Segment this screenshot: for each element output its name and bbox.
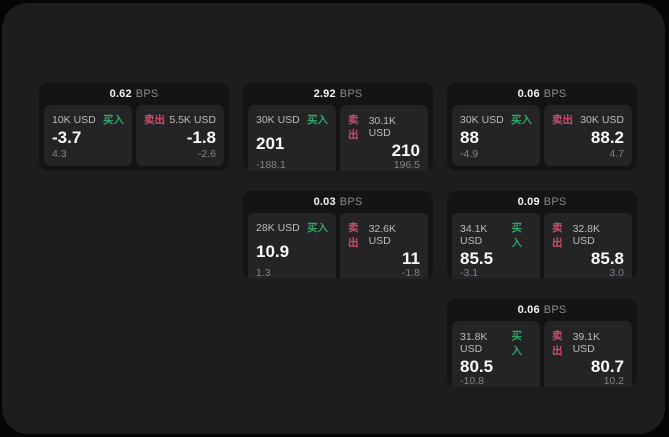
buy-side-label: 买入 (511, 330, 522, 357)
buy-size: 30K USD (460, 113, 504, 126)
buy-price: 85.5 (460, 249, 494, 268)
buy-panel[interactable]: 28K USD 买入 10.9 1.3 (248, 213, 336, 279)
bps-unit-label: BPS (543, 196, 567, 208)
buy-side-label: 买入 (307, 114, 328, 126)
sell-size: 30.1K USD (368, 115, 397, 139)
sell-delta: 3.0 (609, 267, 624, 279)
buy-side-label: 买入 (307, 222, 328, 234)
buy-sell-panels: 30K USD 买入 88 -4.9 卖出 30K USD 88.2 4.7 (447, 105, 637, 171)
app-window: 0.62 BPS 10K USD 买入 -3.7 4.3 卖出 5.5K USD (2, 3, 665, 434)
buy-delta: 4.3 (52, 148, 67, 160)
bps-value: 0.62 (109, 88, 132, 100)
buy-side-label: 买入 (103, 114, 124, 126)
sell-side-label: 卖出 (552, 330, 563, 357)
buy-size: 10K USD (52, 113, 96, 126)
card-header: 0.03 BPS (243, 191, 433, 213)
bps-value: 0.06 (517, 304, 540, 316)
card-header: 0.06 BPS (447, 83, 637, 105)
sell-price: 85.8 (590, 249, 624, 268)
buy-size: 28K USD (256, 221, 300, 234)
buy-delta: -4.9 (460, 148, 479, 160)
buy-size: 31.8K USD (460, 331, 488, 355)
bps-unit-label: BPS (339, 88, 363, 100)
card-header: 0.09 BPS (447, 191, 637, 213)
sell-price: -1.8 (186, 128, 216, 147)
sell-size: 32.8K USD (572, 223, 601, 247)
sell-panel[interactable]: 卖出 32.6K USD 11 -1.8 (340, 213, 428, 279)
buy-delta: -3.1 (460, 267, 479, 279)
quote-card-3: 0.06 BPS 30K USD 买入 88 -4.9 卖出 30K USD (447, 83, 637, 171)
sell-panel[interactable]: 卖出 30.1K USD 210 196.5 (340, 105, 428, 171)
sell-delta: -1.8 (401, 267, 420, 279)
bps-unit-label: BPS (543, 304, 567, 316)
buy-panel[interactable]: 10K USD 买入 -3.7 4.3 (44, 105, 132, 166)
quote-card-5: 0.09 BPS 34.1K USD 买入 85.5 -3.1 卖出 32.8K… (447, 191, 637, 279)
sell-side-label: 卖出 (552, 114, 573, 126)
buy-panel[interactable]: 34.1K USD 买入 85.5 -3.1 (452, 213, 540, 279)
sell-side-label: 卖出 (348, 222, 359, 249)
quote-card-2: 2.92 BPS 30K USD 买入 201 -188.1 卖出 30.1K … (243, 83, 433, 171)
card-header: 0.62 BPS (39, 83, 229, 105)
bps-value: 0.03 (313, 196, 336, 208)
sell-panel[interactable]: 卖出 39.1K USD 80.7 10.2 (544, 321, 632, 387)
quote-card-1: 0.62 BPS 10K USD 买入 -3.7 4.3 卖出 5.5K USD (39, 83, 229, 171)
card-header: 2.92 BPS (243, 83, 433, 105)
buy-panel[interactable]: 30K USD 买入 88 -4.9 (452, 105, 540, 166)
bps-value: 0.09 (517, 196, 540, 208)
sell-side-label: 卖出 (348, 114, 359, 141)
sell-panel[interactable]: 卖出 30K USD 88.2 4.7 (544, 105, 632, 166)
buy-size: 30K USD (256, 113, 300, 126)
bps-value: 0.06 (517, 88, 540, 100)
buy-sell-panels: 30K USD 买入 201 -188.1 卖出 30.1K USD 210 1… (243, 105, 433, 171)
card-header: 0.06 BPS (447, 299, 637, 321)
quote-card-6: 0.06 BPS 31.8K USD 买入 80.5 -10.8 卖出 39.1… (447, 299, 637, 387)
buy-delta: -188.1 (256, 159, 286, 171)
bps-value: 2.92 (313, 88, 336, 100)
buy-panel[interactable]: 30K USD 买入 201 -188.1 (248, 105, 336, 171)
sell-size: 5.5K USD (169, 113, 216, 126)
sell-delta: 196.5 (393, 159, 420, 171)
sell-size: 30K USD (580, 113, 624, 126)
sell-side-label: 卖出 (552, 222, 563, 249)
sell-price: 80.7 (590, 357, 624, 376)
buy-sell-panels: 31.8K USD 买入 80.5 -10.8 卖出 39.1K USD 80.… (447, 321, 637, 387)
buy-side-label: 买入 (511, 222, 522, 249)
buy-sell-panels: 34.1K USD 买入 85.5 -3.1 卖出 32.8K USD 85.8… (447, 213, 637, 279)
buy-price: -3.7 (52, 128, 82, 147)
sell-price: 210 (391, 141, 420, 160)
quote-cards-grid: 0.62 BPS 10K USD 买入 -3.7 4.3 卖出 5.5K USD (39, 83, 637, 387)
buy-price: 88 (460, 128, 479, 147)
buy-sell-panels: 10K USD 买入 -3.7 4.3 卖出 5.5K USD -1.8 -2.… (39, 105, 229, 171)
bps-unit-label: BPS (135, 88, 159, 100)
sell-delta: 10.2 (603, 375, 624, 387)
sell-side-label: 卖出 (144, 114, 165, 126)
buy-price: 10.9 (256, 241, 290, 261)
buy-side-label: 买入 (511, 114, 532, 126)
sell-delta: -2.6 (197, 148, 216, 160)
sell-price: 88.2 (590, 128, 624, 147)
buy-sell-panels: 28K USD 买入 10.9 1.3 卖出 32.6K USD 11 -1.8 (243, 213, 433, 279)
sell-size: 39.1K USD (572, 331, 601, 355)
buy-panel[interactable]: 31.8K USD 买入 80.5 -10.8 (452, 321, 540, 387)
sell-panel[interactable]: 卖出 32.8K USD 85.8 3.0 (544, 213, 632, 279)
sell-size: 32.6K USD (368, 223, 397, 247)
buy-price: 201 (256, 133, 285, 153)
buy-delta: 1.3 (256, 267, 271, 279)
buy-price: 80.5 (460, 357, 494, 376)
buy-size: 34.1K USD (460, 223, 488, 247)
bps-unit-label: BPS (543, 88, 567, 100)
sell-price: 11 (402, 249, 420, 268)
sell-panel[interactable]: 卖出 5.5K USD -1.8 -2.6 (136, 105, 224, 166)
sell-delta: 4.7 (609, 148, 624, 160)
bps-unit-label: BPS (339, 196, 363, 208)
buy-delta: -10.8 (460, 375, 484, 387)
quote-card-4: 0.03 BPS 28K USD 买入 10.9 1.3 卖出 32.6K US… (243, 191, 433, 279)
